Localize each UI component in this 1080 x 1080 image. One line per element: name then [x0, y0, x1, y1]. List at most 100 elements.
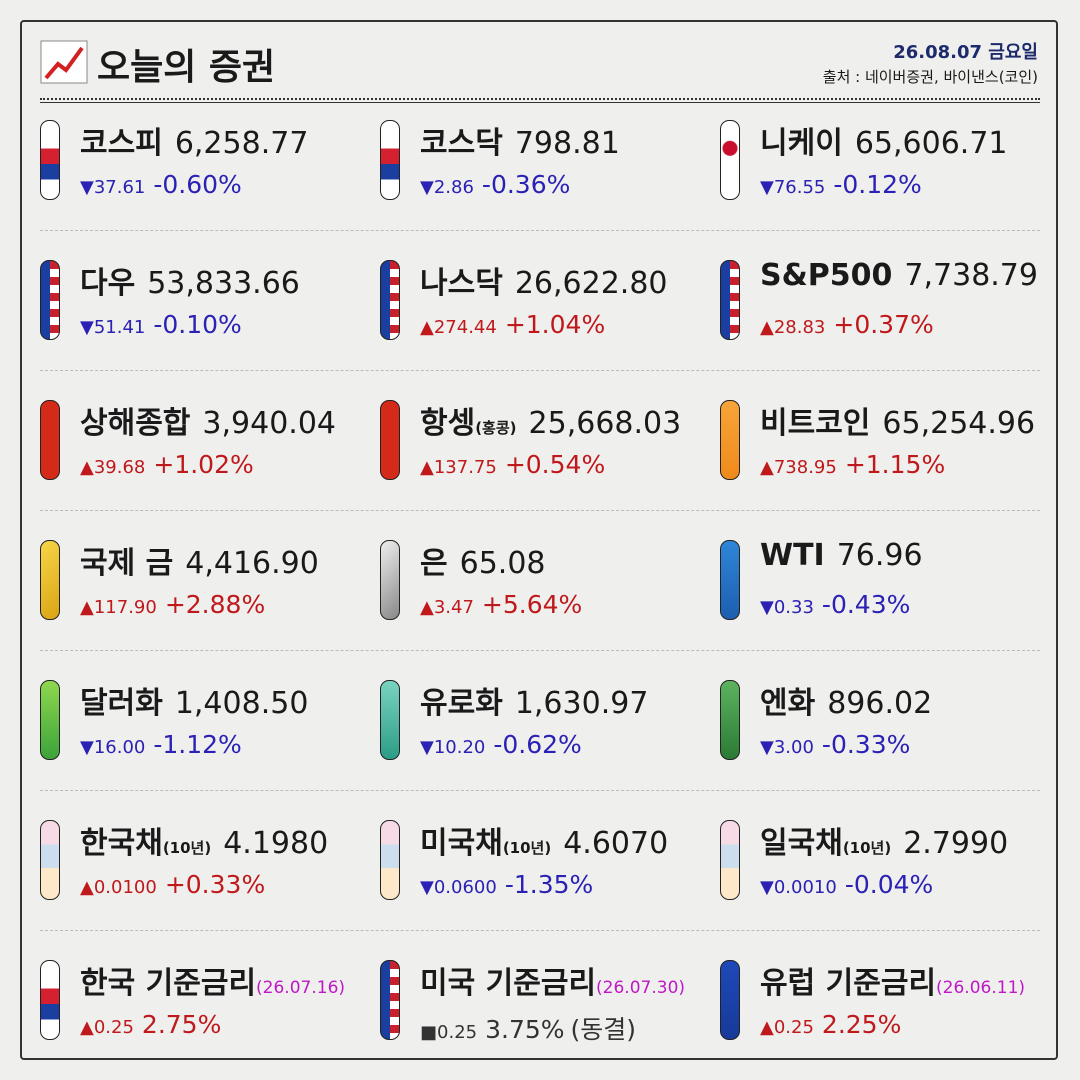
title: 오늘의 증권 — [97, 47, 276, 88]
market-item: 미국채(10년) 4.6070 ▼0.0600 -1.35% — [380, 818, 720, 928]
change-percent: +0.33% — [164, 870, 266, 899]
item-head: 코스닥 798.81 — [420, 118, 620, 162]
market-item: 상해종합 3,940.04 ▲39.68 +1.02% — [40, 398, 380, 508]
item-icon — [720, 680, 740, 760]
change-percent: -0.12% — [833, 170, 922, 199]
item-value: 3,940.04 — [202, 406, 336, 441]
item-head: 유럽 기준금리(26.06.11) — [760, 958, 1025, 1002]
item-change-row: ▼37.61 -0.60% — [80, 170, 242, 199]
source: 출처 : 네이버증권, 바이낸스(코인) — [822, 68, 1038, 86]
change-amount: 0.25 — [437, 1022, 478, 1043]
change-arrow: ▲ — [760, 1017, 774, 1038]
change-arrow: ▲ — [80, 1017, 94, 1038]
change-arrow: ▼ — [760, 877, 774, 898]
market-item: 유로화 1,630.97 ▼10.20 -0.62% — [380, 678, 720, 788]
item-head: 니케이 65,606.71 — [760, 118, 1008, 162]
market-item: 한국 기준금리(26.07.16) ▲0.25 2.75% — [40, 958, 380, 1068]
change-percent: -0.10% — [153, 310, 242, 339]
item-sub: (10년) — [162, 839, 212, 857]
item-icon — [720, 120, 740, 200]
item-name: 다우 — [80, 266, 136, 301]
item-head: WTI 76.96 — [760, 538, 923, 573]
item-change-row: ▲738.95 +1.15% — [760, 450, 945, 479]
change-percent: -0.36% — [481, 170, 571, 199]
item-icon — [40, 400, 60, 480]
market-item: 비트코인 65,254.96 ▲738.95 +1.15% — [720, 398, 1060, 508]
change-amount: 738.95 — [773, 457, 837, 478]
item-change-row: ▼0.0600 -1.35% — [420, 870, 593, 899]
change-percent: -1.12% — [153, 730, 242, 759]
change-amount: 16.00 — [93, 737, 146, 758]
change-percent: -0.60% — [153, 170, 242, 199]
item-value: 25,668.03 — [528, 406, 682, 441]
change-percent: -1.35% — [504, 870, 594, 899]
date: 26.08.07 금요일 — [893, 42, 1038, 63]
item-name: 코스피 — [80, 126, 163, 161]
item-value: 26,622.80 — [514, 266, 668, 301]
item-name: 국제 금 — [80, 546, 174, 581]
item-value: 65,254.96 — [882, 406, 1036, 441]
market-item: WTI 76.96 ▼0.33 -0.43% — [720, 538, 1060, 648]
item-name: 미국 기준금리 — [420, 966, 597, 1001]
logo-icon — [40, 40, 88, 84]
change-percent: -0.04% — [844, 870, 934, 899]
item-value: 4.6070 — [563, 826, 669, 861]
item-name: 미국채 — [420, 826, 503, 861]
item-head: 국제 금 4,416.90 — [80, 538, 319, 582]
rate-note: (동결) — [570, 1015, 637, 1044]
item-value: 1,630.97 — [514, 686, 649, 721]
item-icon — [720, 540, 740, 620]
change-arrow: ▼ — [760, 597, 774, 618]
item-value: 7,738.79 — [904, 258, 1038, 293]
change-amount: 0.33 — [773, 597, 814, 618]
item-head: 달러화 1,408.50 — [80, 678, 308, 722]
item-icon — [720, 960, 740, 1040]
item-change-row: ▲3.47 +5.64% — [420, 590, 582, 619]
item-icon — [40, 960, 60, 1040]
change-percent: -0.33% — [821, 730, 911, 759]
item-date: (26.06.11) — [936, 978, 1026, 998]
frame — [20, 20, 1058, 1060]
item-icon — [380, 400, 400, 480]
market-item: 국제 금 4,416.90 ▲117.90 +2.88% — [40, 538, 380, 648]
change-arrow: ▲ — [420, 317, 434, 338]
item-value: 65,606.71 — [854, 126, 1008, 161]
market-item: 은 65.08 ▲3.47 +5.64% — [380, 538, 720, 648]
market-item: 항셍(홍콩) 25,668.03 ▲137.75 +0.54% — [380, 398, 720, 508]
item-head: 나스닥 26,622.80 — [420, 258, 668, 302]
item-name: 달러화 — [80, 686, 163, 721]
change-amount: 137.75 — [433, 457, 497, 478]
change-amount: 76.55 — [773, 177, 826, 198]
market-item: 다우 53,833.66 ▼51.41 -0.10% — [40, 258, 380, 368]
item-sub: (홍콩) — [475, 419, 517, 437]
change-amount: 39.68 — [93, 457, 146, 478]
item-name: 유럽 기준금리 — [760, 966, 937, 1001]
item-name: 코스닥 — [420, 126, 503, 161]
item-name: 엔화 — [760, 686, 816, 721]
item-value: 1,408.50 — [174, 686, 309, 721]
item-change-row: ▲117.90 +2.88% — [80, 590, 265, 619]
item-name: 유로화 — [420, 686, 503, 721]
item-icon — [40, 120, 60, 200]
change-arrow: ▲ — [760, 317, 774, 338]
change-arrow: ▼ — [420, 177, 434, 198]
row-separator — [40, 510, 1040, 511]
item-name: 항셍 — [420, 406, 476, 441]
item-head: 비트코인 65,254.96 — [760, 398, 1035, 442]
item-icon — [380, 820, 400, 900]
change-arrow: ■ — [420, 1022, 438, 1043]
change-amount: 0.0010 — [773, 877, 837, 898]
market-item: S&P500 7,738.79 ▲28.83 +0.37% — [720, 258, 1060, 368]
item-head: S&P500 7,738.79 — [760, 258, 1038, 293]
change-amount: 37.61 — [93, 177, 146, 198]
change-percent: +2.88% — [164, 590, 266, 619]
change-percent: +1.15% — [844, 450, 946, 479]
change-arrow: ▲ — [420, 457, 434, 478]
change-amount: 0.25 — [93, 1017, 134, 1038]
change-arrow: ▼ — [80, 317, 94, 338]
change-arrow: ▲ — [760, 457, 774, 478]
row-separator — [40, 230, 1040, 231]
change-amount: 3.47 — [433, 597, 474, 618]
change-arrow: ▼ — [80, 737, 94, 758]
item-change-row: ▼10.20 -0.62% — [420, 730, 582, 759]
